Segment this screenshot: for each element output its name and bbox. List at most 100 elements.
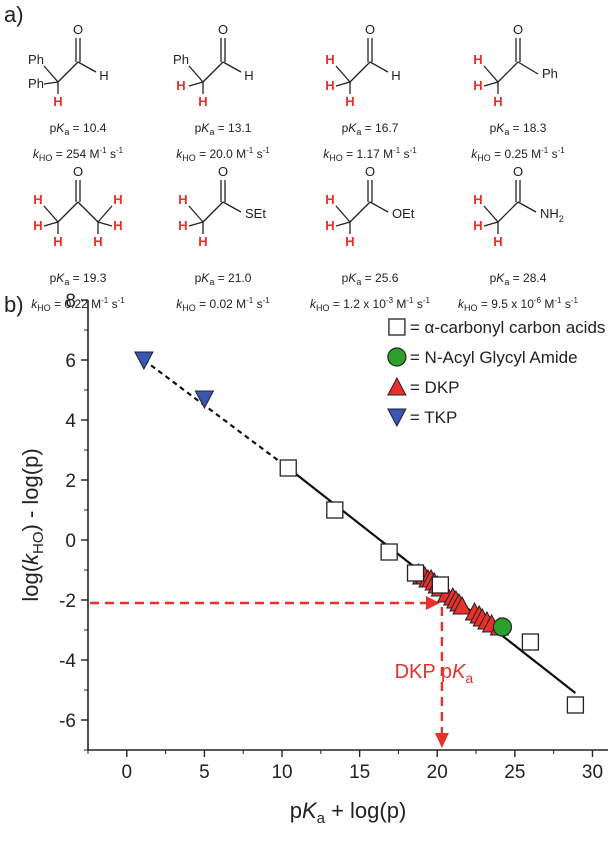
atom-label: O xyxy=(73,22,83,37)
k-exp2: -1 xyxy=(423,296,431,305)
k-label: kHO = 1.17 M-1 s-1 xyxy=(323,146,417,163)
structure-8 xyxy=(483,180,537,234)
bond xyxy=(335,205,351,223)
k-sub: HO xyxy=(464,303,478,313)
pka-var: K xyxy=(348,121,357,135)
k-label: kHO = 0.25 M-1 s-1 xyxy=(471,146,565,163)
atom-label: H xyxy=(198,234,207,249)
bond xyxy=(188,65,204,83)
x-tick-label: 15 xyxy=(349,762,370,783)
atom-label: H xyxy=(473,78,482,93)
pka-var: K xyxy=(496,121,505,135)
legend-label: = DKP xyxy=(410,378,460,397)
y-tick-label: 0 xyxy=(65,531,76,552)
pka-value: 16.7 xyxy=(375,121,399,135)
atom-label: H xyxy=(325,78,334,93)
k-var: k xyxy=(176,147,183,161)
k-s: s xyxy=(548,147,557,161)
k-value: 0.25 xyxy=(504,147,528,161)
k-exp0: -3 xyxy=(386,296,394,305)
atom-label: H xyxy=(345,94,354,109)
bond xyxy=(483,81,499,87)
substituent-text: NH xyxy=(540,206,559,221)
structure-1 xyxy=(43,38,97,94)
substituent-label: NH2 xyxy=(540,206,564,224)
atom-label: O xyxy=(365,164,375,179)
k-value: 254 xyxy=(66,147,86,161)
k-sub: HO xyxy=(329,153,343,163)
bond xyxy=(188,221,204,227)
bond xyxy=(57,201,79,223)
y-tick-label: -2 xyxy=(59,591,76,612)
horizontal-arrowhead xyxy=(425,596,440,610)
k-var: k xyxy=(33,147,40,161)
bond xyxy=(517,201,537,213)
fit-line-dashed xyxy=(143,359,289,469)
k-var: k xyxy=(471,147,478,161)
pka-sub: a xyxy=(64,127,69,137)
pka-prefix: p xyxy=(342,271,349,285)
atom-label: H xyxy=(493,234,502,249)
k-eq: = xyxy=(51,297,65,311)
bond xyxy=(349,61,371,83)
k-exp2: -1 xyxy=(558,146,566,155)
k-exp1: -1 xyxy=(101,296,109,305)
k-exp2: -1 xyxy=(116,146,124,155)
k-label: kHO = 0.22 M-1 s-1 xyxy=(31,296,125,313)
atom-label: H xyxy=(473,192,482,207)
x-tick-label: 10 xyxy=(271,762,292,783)
k-value: 20.0 xyxy=(209,147,233,161)
substituent-label: SEt xyxy=(245,206,266,221)
atom-label: H xyxy=(113,218,122,233)
k-s: s xyxy=(253,297,262,311)
atom-label: O xyxy=(513,164,523,179)
atom-label: O xyxy=(365,22,375,37)
k-eq: = xyxy=(196,297,210,311)
x-axis-label: pKa + log(p) xyxy=(290,798,407,827)
atom-label: H xyxy=(176,78,185,93)
k-eq: = xyxy=(196,147,210,161)
pka-sub: a xyxy=(356,277,361,287)
k-value: 1.17 xyxy=(356,147,380,161)
atom-label: H xyxy=(178,218,187,233)
k-sub: HO xyxy=(477,153,491,163)
structure-5 xyxy=(43,180,113,234)
bond xyxy=(369,61,389,73)
pka-value: 10.4 xyxy=(83,121,107,135)
k-var: k xyxy=(176,297,183,311)
pka-sub: a xyxy=(504,277,509,287)
pka-eq: = xyxy=(361,271,375,285)
pka-value: 18.3 xyxy=(523,121,547,135)
atom-label: H xyxy=(33,218,42,233)
pka-label: pKa = 21.0 xyxy=(195,271,252,287)
k-s: s xyxy=(108,297,117,311)
k-unit: M xyxy=(383,147,393,161)
bond xyxy=(222,61,242,73)
x-tick-label: 30 xyxy=(582,762,603,783)
k-value: 0.02 xyxy=(209,297,233,311)
k-sub: HO xyxy=(182,153,196,163)
k-exp2: -1 xyxy=(410,146,418,155)
atom-label: Ph xyxy=(28,52,44,67)
bond xyxy=(335,81,351,87)
dkp-pka-label: DKP pKa xyxy=(395,661,474,686)
pka-prefix: p xyxy=(490,271,497,285)
atom-label: H xyxy=(325,192,334,207)
pka-prefix: p xyxy=(50,121,57,135)
y-tick-label: -4 xyxy=(59,651,76,672)
structure-2 xyxy=(188,38,242,94)
y-label-head: log( xyxy=(18,564,43,601)
k-value: 1.2 x 10 xyxy=(343,297,386,311)
x-tick-label: 25 xyxy=(504,762,525,783)
pka-prefix: p xyxy=(342,121,349,135)
substituent-label: OEt xyxy=(392,206,415,221)
pka-eq: = xyxy=(509,271,523,285)
